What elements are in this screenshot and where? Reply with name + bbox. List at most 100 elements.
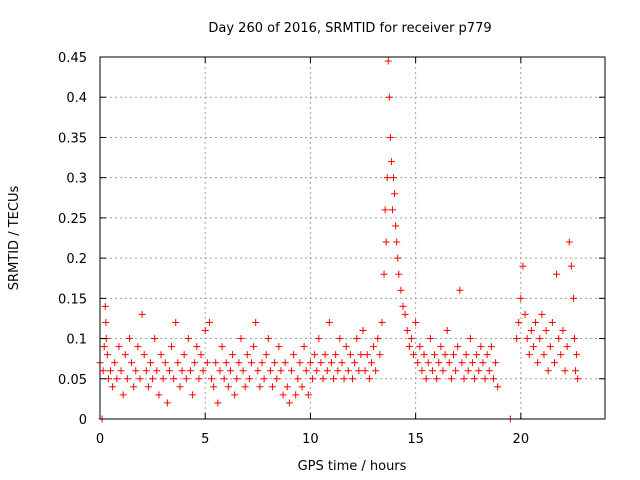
data-point xyxy=(325,318,333,326)
chart-title: Day 260 of 2016, SRMTID for receiver p77… xyxy=(208,21,491,36)
data-point xyxy=(102,318,110,326)
data-point xyxy=(220,375,228,383)
data-point xyxy=(376,351,384,359)
data-point xyxy=(104,375,112,383)
data-point xyxy=(567,262,575,270)
data-point xyxy=(538,310,546,318)
data-point xyxy=(477,343,485,351)
data-point xyxy=(317,359,325,367)
data-point xyxy=(290,351,298,359)
data-point xyxy=(536,335,544,343)
data-point xyxy=(391,190,399,198)
data-point xyxy=(237,335,245,343)
data-point xyxy=(414,359,422,367)
data-point xyxy=(569,294,577,302)
data-point xyxy=(101,302,109,310)
data-point xyxy=(121,351,129,359)
data-point xyxy=(462,351,470,359)
data-point xyxy=(123,375,131,383)
data-point xyxy=(193,343,201,351)
data-point xyxy=(277,367,285,375)
data-point xyxy=(252,318,260,326)
data-point xyxy=(302,367,310,375)
x-tick-label: 5 xyxy=(201,432,209,447)
data-point xyxy=(416,343,424,351)
data-point xyxy=(203,359,211,367)
data-point xyxy=(191,359,199,367)
data-point xyxy=(176,383,184,391)
data-point xyxy=(113,375,121,383)
data-point xyxy=(365,375,373,383)
data-point xyxy=(306,359,314,367)
data-point xyxy=(435,359,443,367)
data-point xyxy=(309,375,317,383)
data-point xyxy=(401,310,409,318)
data-point xyxy=(184,335,192,343)
data-point xyxy=(319,375,327,383)
data-point xyxy=(245,375,253,383)
data-point xyxy=(107,367,115,375)
data-series-srmtid xyxy=(96,57,582,423)
data-point xyxy=(572,367,580,375)
data-point xyxy=(452,367,460,375)
y-tick-label: 0.45 xyxy=(58,51,87,66)
data-point xyxy=(180,351,188,359)
y-tick-label: 0 xyxy=(79,413,87,428)
data-point xyxy=(445,359,453,367)
data-point xyxy=(521,310,529,318)
data-point xyxy=(546,343,554,351)
data-point xyxy=(271,359,279,367)
data-point xyxy=(298,383,306,391)
data-point xyxy=(485,367,493,375)
data-point xyxy=(380,270,388,278)
data-point xyxy=(205,318,213,326)
data-point xyxy=(279,391,287,399)
data-point xyxy=(439,367,447,375)
data-point xyxy=(410,351,418,359)
data-point xyxy=(403,327,411,335)
data-point xyxy=(346,351,354,359)
data-point xyxy=(100,343,108,351)
x-axis-label: GPS time / hours xyxy=(298,459,407,474)
data-point xyxy=(229,351,237,359)
data-point xyxy=(385,93,393,101)
data-point xyxy=(374,335,382,343)
data-point xyxy=(311,351,319,359)
data-point xyxy=(287,367,295,375)
data-point xyxy=(378,318,386,326)
data-point xyxy=(186,367,194,375)
data-point xyxy=(99,367,107,375)
data-point xyxy=(388,206,396,214)
data-point xyxy=(471,375,479,383)
data-point xyxy=(466,335,474,343)
data-point xyxy=(557,351,565,359)
y-axis-label: SRMTID / TECUs xyxy=(7,186,22,291)
grid-lines xyxy=(100,57,605,419)
data-point xyxy=(210,383,218,391)
data-point xyxy=(195,375,203,383)
data-point xyxy=(239,367,247,375)
data-point xyxy=(285,399,293,407)
data-point xyxy=(264,335,272,343)
data-point xyxy=(157,351,165,359)
data-point xyxy=(559,327,567,335)
data-point xyxy=(323,367,331,375)
data-point xyxy=(399,302,407,310)
data-point xyxy=(115,343,123,351)
data-point xyxy=(281,359,289,367)
data-point xyxy=(431,351,439,359)
data-point xyxy=(140,351,148,359)
data-point xyxy=(573,351,581,359)
data-point xyxy=(363,351,371,359)
data-point xyxy=(292,391,300,399)
y-tick-label: 0.2 xyxy=(66,252,87,267)
data-point xyxy=(390,174,398,182)
data-point xyxy=(125,335,133,343)
data-point xyxy=(315,335,323,343)
data-point xyxy=(349,375,356,383)
data-point xyxy=(386,133,394,141)
data-point xyxy=(199,367,207,375)
data-point xyxy=(551,359,558,367)
data-point xyxy=(450,351,457,359)
